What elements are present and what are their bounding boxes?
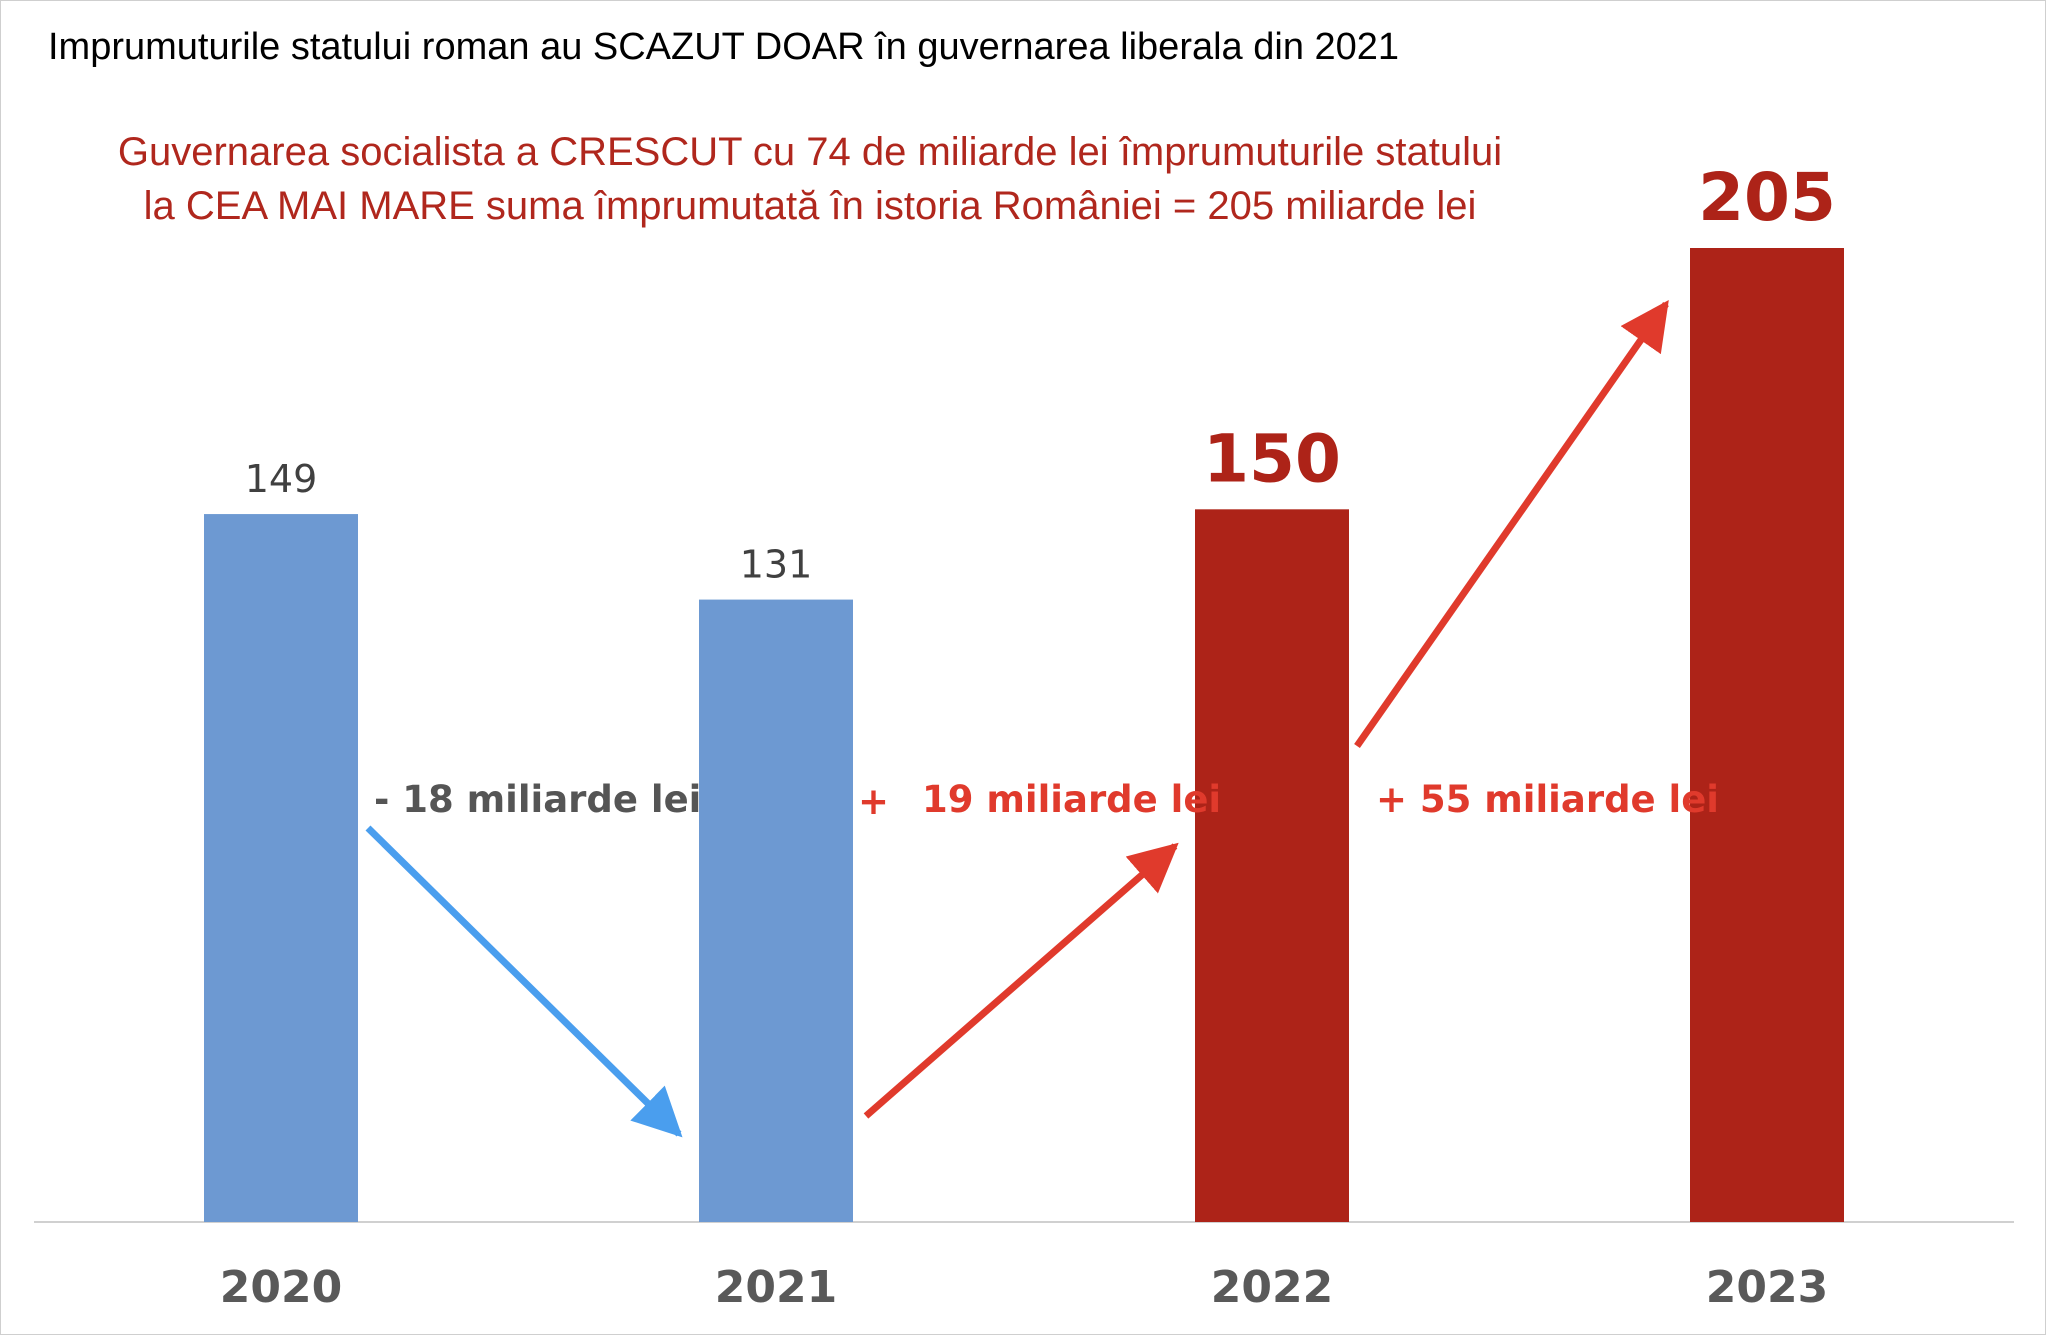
value-label-2020: 149 [245,457,318,501]
chart-subtitle: Guvernarea socialista a CRESCUT cu 74 de… [40,125,1580,233]
x-tick-label-2020: 2020 [220,1262,342,1313]
x-tick-label-2023: 2023 [1706,1262,1828,1313]
subtitle-line-2: la CEA MAI MARE suma împrumutată în isto… [143,184,1477,228]
increase-arrow-2022-2023 [1354,299,1669,749]
x-tick-label-2022: 2022 [1211,1262,1333,1313]
annotation-2020-2021: - 18 miliarde lei [374,778,701,821]
x-tick-label-2021: 2021 [715,1262,837,1313]
value-label-2022: 150 [1203,420,1341,497]
bar-2022 [1195,509,1349,1222]
annotation-2021-2022-prefix: + [858,780,889,823]
chart-title: Imprumuturile statului roman au SCAZUT D… [48,26,1400,68]
value-label-2021: 131 [740,543,813,587]
bar-2021 [699,599,853,1222]
value-label-2023: 205 [1698,159,1836,236]
bar-2020 [204,514,358,1222]
annotation-2021-2022: 19 miliarde lei [922,778,1221,821]
decrease-arrow-2020-2021 [365,825,683,1138]
bar-2023 [1690,248,1844,1222]
subtitle-line-1: Guvernarea socialista a CRESCUT cu 74 de… [117,130,1503,174]
annotation-2022-2023: + 55 miliarde lei [1376,778,1719,821]
increase-arrow-2021-2022 [863,842,1179,1119]
